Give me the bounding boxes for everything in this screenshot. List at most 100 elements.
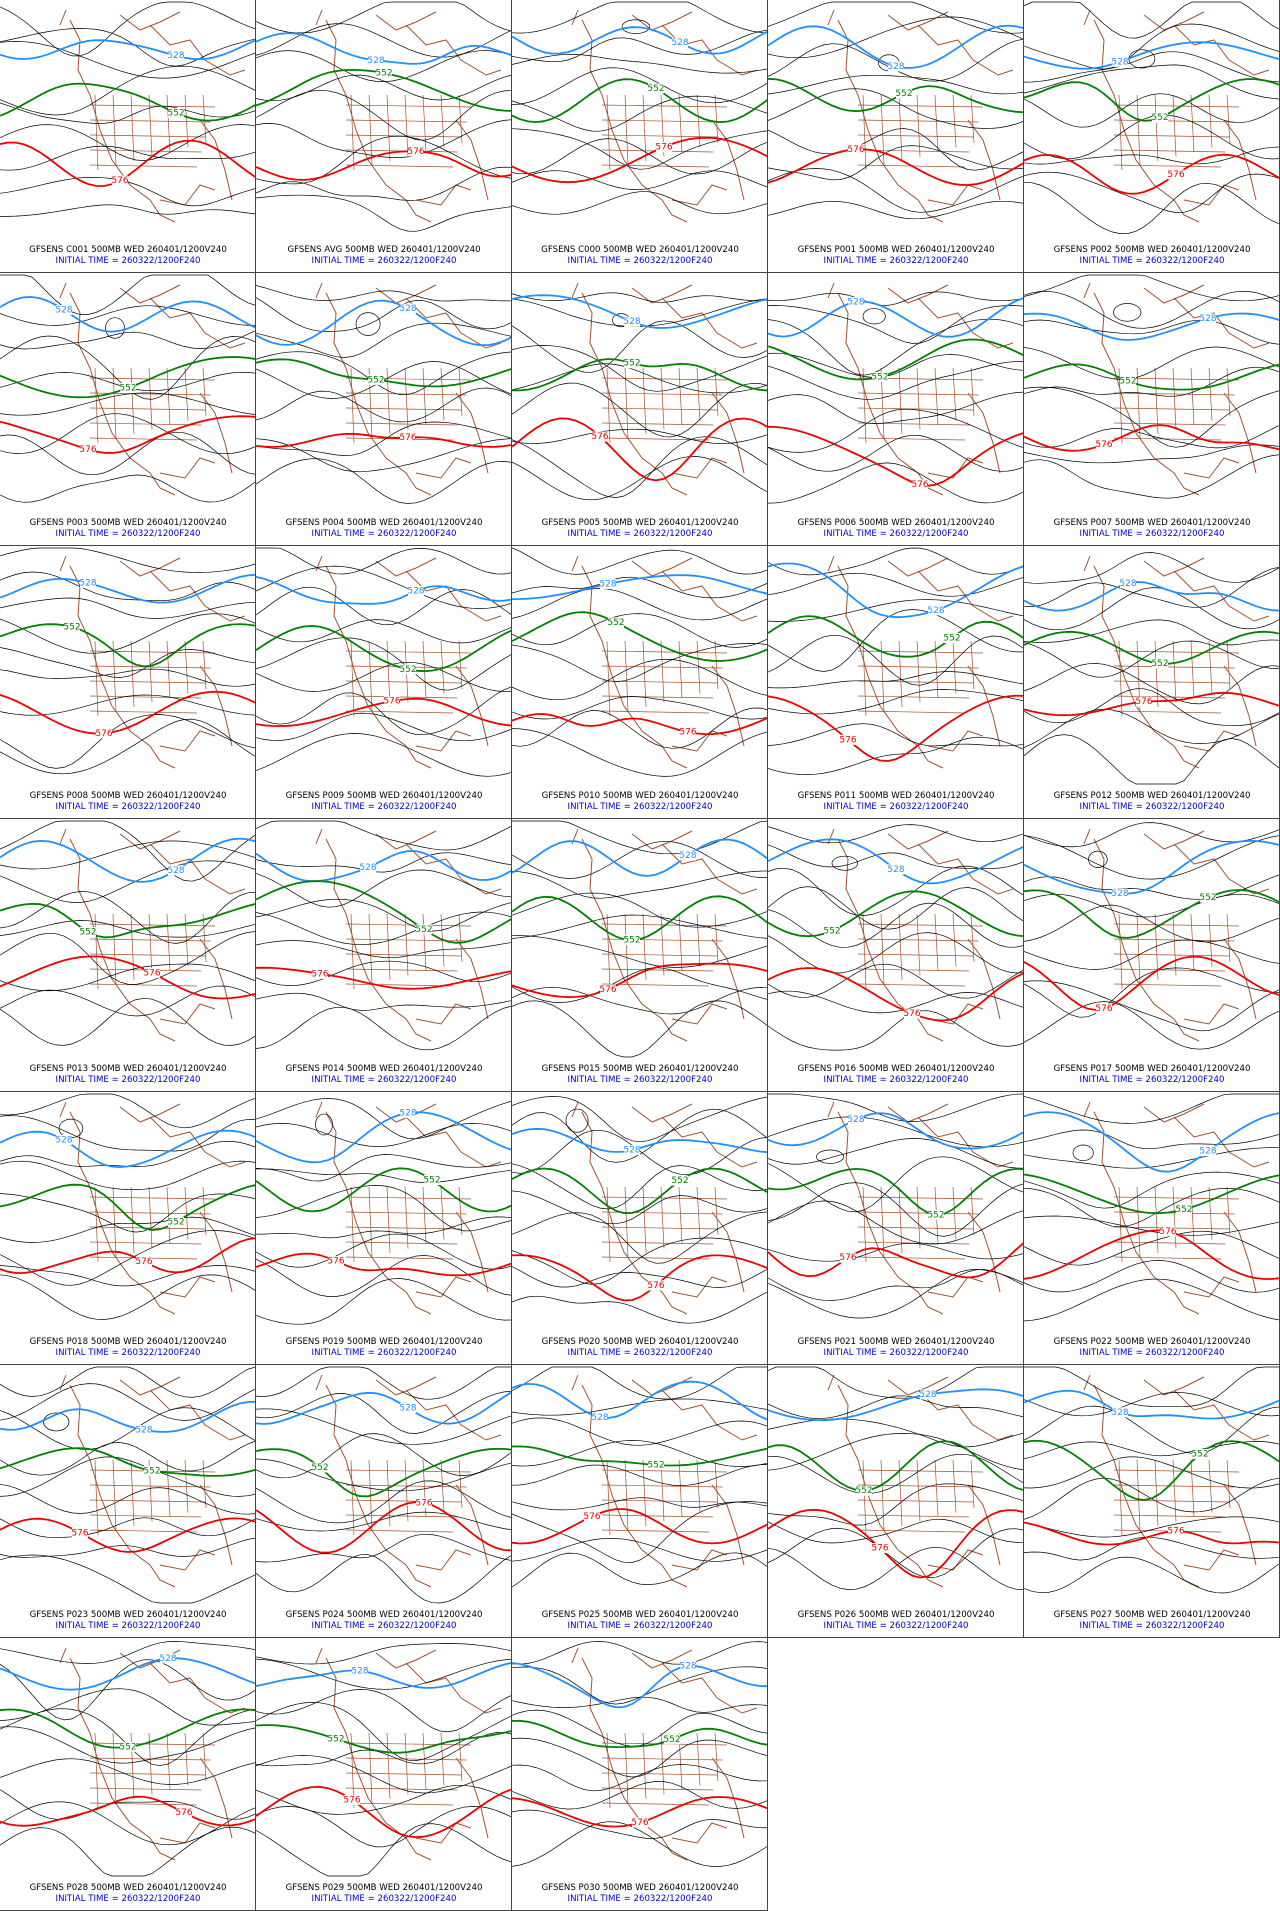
key-contour [0,1129,255,1169]
height-contour [512,1440,767,1467]
height-contour [0,931,255,985]
initial-time: INITIAL TIME = 260322/1200F240 [568,1348,713,1358]
map-panel: 528 552 576 GFSENS P004 500MB WED 260401/12… [256,273,512,546]
height-contour [0,920,255,938]
caption-bg [1024,786,1279,818]
label-bg [424,1174,440,1185]
caption-bg [256,1605,511,1637]
panel-title: GFSENS P012 500MB WED 260401/1200V240 [1054,791,1251,801]
contour-label: 576 [1167,170,1184,180]
label-bg [112,175,128,186]
label-bg [1112,888,1128,899]
height-contour [1024,734,1279,785]
height-contour [0,571,255,602]
height-contour [1024,1230,1279,1266]
panel-title: GFSENS P014 500MB WED 260401/1200V240 [286,1064,483,1074]
height-contour [0,1826,255,1877]
height-contour [0,145,255,171]
low-center [831,855,858,871]
label-bg [600,579,616,590]
key-contour [768,838,1023,885]
low-center [621,19,650,34]
key-contour [1024,153,1279,195]
map-panel: 528 552 576 GFSENS P006 500MB WED 260401/12… [768,273,1024,546]
key-contour [256,1391,511,1425]
label-bg [592,1412,608,1423]
initial-time: INITIAL TIME = 260322/1200F240 [824,1621,969,1631]
height-contour [256,852,511,873]
height-contour [0,65,255,116]
height-contour [0,124,255,161]
height-contour [256,1216,511,1239]
height-contour [256,135,511,185]
state-borders [89,1732,216,1809]
key-contour [1024,424,1279,452]
key-contour [768,148,1023,186]
contour-label: 528 [1111,57,1128,67]
caption-bg [0,240,255,272]
label-bg [888,864,904,875]
height-contour [0,718,255,775]
panel-title: GFSENS P021 500MB WED 260401/1200V240 [798,1337,995,1347]
label-bg [64,621,80,632]
height-contour [256,1233,511,1270]
contour-label: 528 [679,851,696,861]
initial-time: INITIAL TIME = 260322/1200F240 [824,1075,969,1085]
map-panel: 528 552 576 GFSENS P017 500MB WED 260401/12… [1024,819,1280,1092]
height-contour [512,658,767,701]
height-contour [256,297,511,332]
coastline [827,9,1014,223]
height-contour [256,1123,511,1147]
height-contour [0,330,255,350]
height-contour [256,940,511,959]
height-contour [0,1708,255,1767]
map-panel: 528 552 576 GFSENS P022 500MB WED 260401/12… [1024,1092,1280,1365]
caption-bg [768,1059,1023,1091]
caption-bg [0,1605,255,1637]
map-panel: 528 552 576 GFSENS P016 500MB WED 260401/12… [768,819,1024,1092]
height-contour [0,1093,255,1129]
height-contour [768,1418,1023,1448]
height-contour [512,170,767,190]
map-panel: 528 552 576 GFSENS P019 500MB WED 260401/12… [256,1092,512,1365]
key-contour [0,573,255,604]
contour-label: 576 [655,142,672,152]
label-bg [680,727,696,738]
height-contour [0,1483,255,1515]
contour-label: 528 [1199,314,1216,324]
height-contour [768,723,1023,747]
contour-label: 552 [167,109,184,119]
initial-time: INITIAL TIME = 260322/1200F240 [312,1894,457,1904]
state-borders [89,640,216,717]
contour-label: 552 [1191,1449,1208,1459]
key-contour [768,562,1023,619]
height-contour [512,1497,767,1511]
key-contour [512,1254,767,1302]
label-bg [824,925,840,936]
height-contour [256,547,511,575]
label-bg [1168,169,1184,180]
height-contour [0,41,255,79]
caption-bg [512,1878,767,1910]
panel-title: GFSENS P019 500MB WED 260401/1200V240 [286,1337,483,1347]
label-bg [400,664,416,675]
label-bg [312,1462,328,1473]
height-contour [768,1182,1023,1237]
height-contour [256,1511,511,1532]
label-bg [840,734,856,745]
low-center [105,317,125,339]
label-bg [80,578,96,589]
height-contour [1024,171,1279,213]
height-contour [256,565,511,609]
key-contour [768,297,1023,338]
height-contour [1024,1516,1279,1538]
panel-title: GFSENS P005 500MB WED 260401/1200V240 [542,518,739,528]
height-contour [0,1517,255,1539]
height-contour [768,38,1023,82]
height-contour [1024,386,1279,448]
height-contour [768,88,1023,129]
initial-time: INITIAL TIME = 260322/1200F240 [312,1348,457,1358]
coastline [315,1101,502,1315]
caption-bg [1024,513,1279,545]
contour-label: 552 [943,634,960,644]
